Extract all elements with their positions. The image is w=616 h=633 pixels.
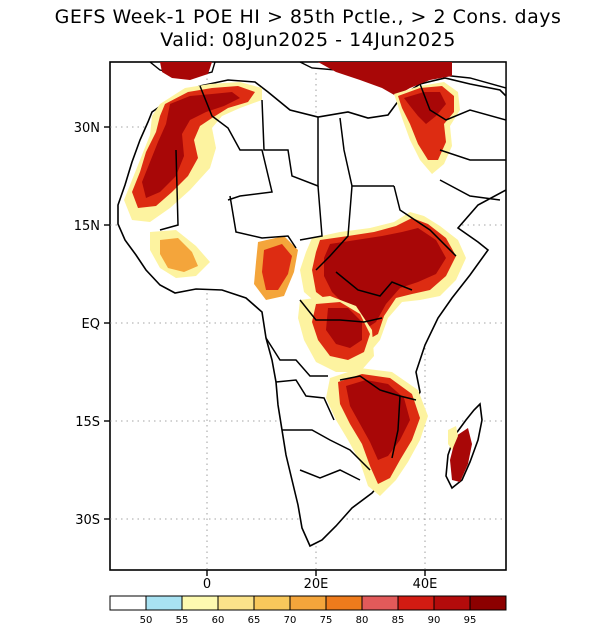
- heat-area-east-africa-peak: [324, 228, 446, 330]
- colorbar-label: 65: [248, 615, 261, 626]
- map-subtitle: Valid: 08Jun2025 - 14Jun2025: [160, 29, 456, 51]
- lat-label-15n: 15N: [74, 219, 100, 234]
- colorbar-label: 95: [464, 615, 477, 626]
- lon-label-0: 0: [203, 577, 211, 592]
- map-title: GEFS Week-1 POE HI > 85th Pctle., > 2 Co…: [54, 6, 562, 28]
- colorbar-swatch: [289, 595, 327, 611]
- heat-area-northwest-peak: [142, 92, 240, 198]
- colorbar-swatch: [181, 595, 219, 611]
- heat-area-guinea-core: [160, 238, 198, 272]
- lat-label-30n: 30N: [74, 121, 100, 136]
- map-content: [110, 62, 506, 570]
- colorbar-label: 60: [212, 615, 225, 626]
- colorbar: 50 55 60 65 70 75 80 85 90 95: [109, 595, 507, 626]
- colorbar-swatch: [145, 595, 183, 611]
- heat-area-levant-peak: [404, 92, 446, 124]
- lat-label-15s: 15S: [75, 415, 100, 430]
- heat-area-madagascar-edge: [448, 426, 458, 450]
- lon-label-20e: 20E: [304, 577, 329, 592]
- lat-label-eq: EQ: [82, 317, 100, 332]
- heat-area-congo-peak: [326, 308, 362, 348]
- heat-area-southern-africa-peak: [346, 380, 410, 460]
- lat-label-30s: 30S: [75, 513, 100, 528]
- colorbar-swatch: [469, 595, 507, 611]
- latitude-labels: 30N 15N EQ 15S 30S: [74, 121, 100, 528]
- colorbar-swatch: [397, 595, 435, 611]
- colorbar-swatch: [217, 595, 255, 611]
- colorbar-label: 80: [356, 615, 369, 626]
- colorbar-swatch: [109, 595, 147, 611]
- colorbar-label: 70: [284, 615, 297, 626]
- colorbar-swatch: [433, 595, 471, 611]
- colorbar-label: 85: [392, 615, 405, 626]
- country-borders: [159, 83, 506, 481]
- colorbar-swatch: [253, 595, 291, 611]
- heat-area-west-africa-core: [262, 244, 292, 290]
- heat-area-mediterranean-west: [160, 62, 212, 80]
- colorbar-label: 55: [176, 615, 189, 626]
- heat-area-mediterranean-east: [318, 62, 452, 96]
- frame-ticks: [104, 126, 426, 576]
- colorbar-swatch: [361, 595, 399, 611]
- lon-label-40e: 40E: [413, 577, 438, 592]
- colorbar-label: 90: [428, 615, 441, 626]
- colorbar-label: 50: [140, 615, 153, 626]
- longitude-labels: 0 20E 40E: [203, 577, 438, 592]
- colorbar-label: 75: [320, 615, 333, 626]
- colorbar-swatch: [325, 595, 363, 611]
